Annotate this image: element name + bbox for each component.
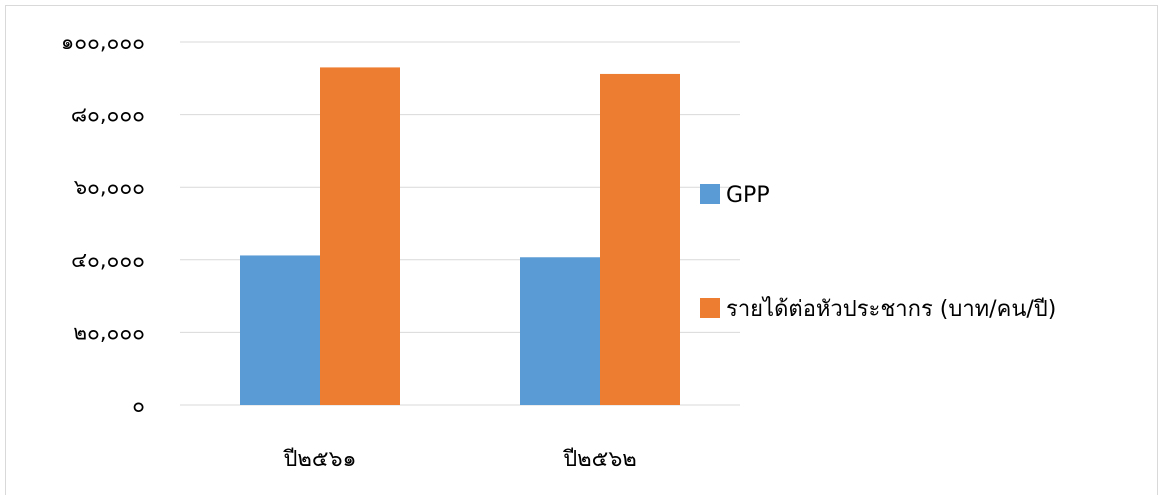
bar-income-per-capita-2: [600, 73, 680, 405]
y-tick-label: ๖๐,๐๐๐: [74, 175, 145, 199]
y-tick-label: ๑๐๐,๐๐๐: [61, 30, 145, 54]
bar-income-per-capita-1: [320, 67, 400, 405]
y-axis-tick-labels: ๐ ๒๐,๐๐๐ ๔๐,๐๐๐ ๖๐,๐๐๐ ๘๐,๐๐๐ ๑๐๐,๐๐๐: [61, 30, 145, 417]
legend: GPP รายได้ต่อหัวประชากร (บาท/คน/ปี): [700, 183, 1056, 322]
y-tick-label: ๒๐,๐๐๐: [73, 320, 145, 344]
legend-swatch: [700, 184, 720, 204]
x-category-label: ปี๒๕๖๑: [282, 447, 356, 472]
chart-frame: [5, 5, 1158, 495]
bar-gpp-1: [240, 255, 320, 405]
y-tick-label: ๐: [132, 393, 145, 417]
legend-swatch: [700, 298, 720, 318]
y-tick-label: ๔๐,๐๐๐: [71, 248, 145, 272]
y-tick-label: ๘๐,๐๐๐: [71, 103, 145, 127]
bar-gpp-2: [520, 257, 600, 405]
x-category-label: ปี๒๕๖๒: [562, 447, 637, 472]
legend-label: รายได้ต่อหัวประชากร (บาท/คน/ปี): [726, 296, 1056, 322]
legend-label: GPP: [726, 183, 770, 208]
x-axis-category-labels: ปี๒๕๖๑ ปี๒๕๖๒: [282, 447, 637, 472]
bars: [240, 67, 680, 405]
